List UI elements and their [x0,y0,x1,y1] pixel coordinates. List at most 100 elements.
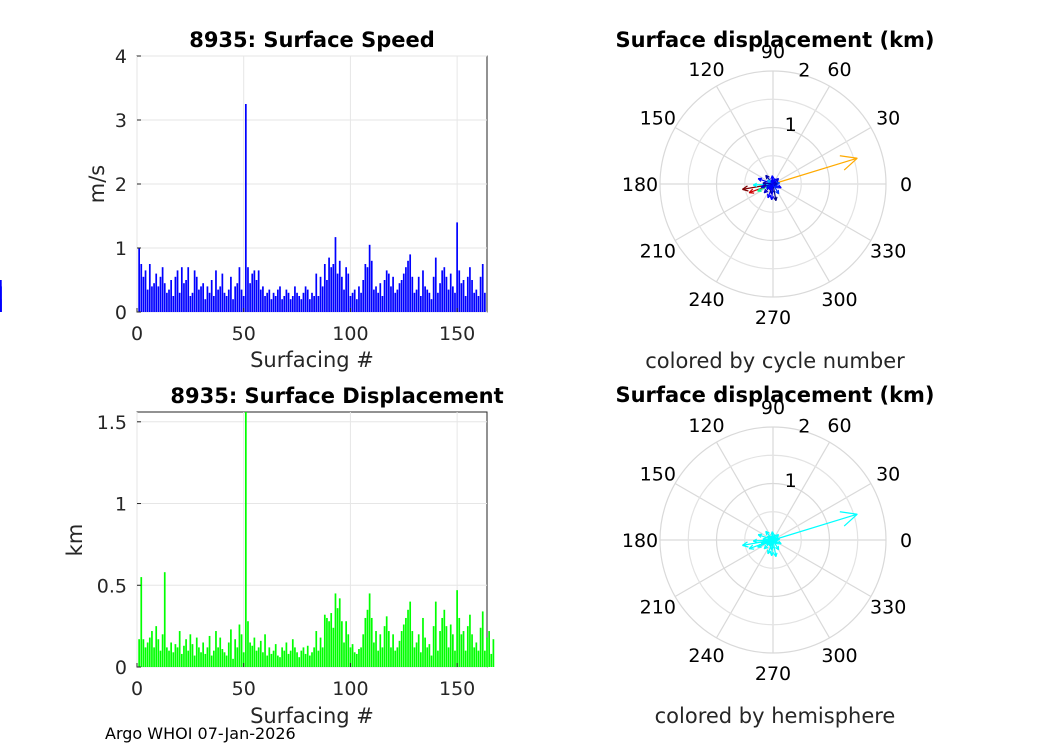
data-bar [151,631,153,667]
displacement-vector [760,183,774,188]
data-bar [370,617,373,667]
data-bar [317,296,320,312]
data-bar [377,650,380,667]
data-bar [294,647,296,667]
data-bar [185,280,187,312]
data-bar [347,634,350,667]
data-bar [426,647,429,667]
polar-cycle-grid [659,70,887,298]
data-bar [323,614,326,667]
data-bar [313,296,315,312]
data-bar [225,296,228,312]
data-bar [183,645,185,667]
data-bar [447,647,450,667]
data-bar [198,647,200,667]
data-bar [458,270,461,312]
speed-grid [136,55,487,313]
data-bar [251,273,254,312]
data-bar [206,286,209,312]
data-bar [443,609,446,667]
data-bar [484,650,486,667]
data-bar [302,292,305,312]
polar-hemisphere-vectors [742,511,858,558]
data-bar [315,631,318,667]
data-bar [409,254,412,312]
data-bar [251,645,254,667]
data-bar [259,289,262,312]
data-bar [255,280,258,312]
data-bar [407,609,409,667]
vector-arrowhead [767,550,772,555]
polar-angle-label: 30 [876,464,900,486]
data-bar [219,637,222,667]
data-bar [163,572,166,667]
data-bar [445,626,448,667]
data-bar [240,634,243,667]
data-bar [221,649,224,667]
data-bar [304,286,307,312]
data-bar [452,634,454,667]
data-bar [458,617,461,667]
data-bar [306,645,309,667]
polar-angle-label: 120 [688,415,724,437]
data-bar [332,264,335,312]
vector-arrowhead [843,513,858,527]
data-bar [272,292,275,312]
vector-arrowhead [760,542,766,545]
data-bar [343,642,345,667]
data-bar [0,286,2,312]
y-tick-label: 0 [115,657,127,679]
polar-angle-label: 120 [688,59,724,81]
vector-arrowhead [760,186,766,189]
polar-ring [659,426,887,654]
data-bar [285,642,288,667]
data-bar [227,642,230,667]
data-bar [319,637,322,667]
data-bar [247,621,249,667]
data-bar [449,273,452,312]
data-bar [195,637,198,667]
data-bar [180,267,183,312]
data-bar [464,296,467,312]
data-bar [247,267,249,312]
data-bar [441,270,444,312]
speed-y-label: m/s [85,165,109,203]
data-bar [264,634,266,667]
polar-angle-label: 240 [688,645,724,667]
data-bar [176,270,179,312]
data-bar [396,289,399,312]
data-bar [217,647,219,667]
data-bar [283,296,286,312]
data-bar [142,639,145,667]
y-tick-label: 3 [115,110,127,132]
displacement-ticks: 0 50 100 150 0 0.5 1 1.5 [97,412,475,700]
data-bar [460,283,463,312]
data-bar [146,289,149,312]
vector-arrowhead [742,185,748,190]
data-bar [373,642,375,667]
data-bar [230,629,232,667]
data-bar [180,653,183,667]
data-bar [454,650,456,667]
vector-arrowhead [778,184,782,189]
data-bar [477,296,480,312]
data-bar [304,653,307,667]
data-bar [153,647,155,667]
data-bar [163,283,166,312]
data-bar [473,647,476,667]
data-bar [259,640,262,667]
data-bar [437,292,439,312]
data-bar [287,292,290,312]
data-bar [321,286,324,312]
polar-angle-label: 270 [755,663,791,685]
data-bar [146,642,149,667]
data-bar [336,608,339,667]
data-bar [230,276,232,312]
data-bar [240,289,243,312]
data-bar [296,292,298,312]
vector-arrowhead [775,196,778,201]
data-bar [405,267,407,312]
data-bar [358,286,360,312]
data-bar [268,289,271,312]
vector-arrowhead [762,538,767,542]
